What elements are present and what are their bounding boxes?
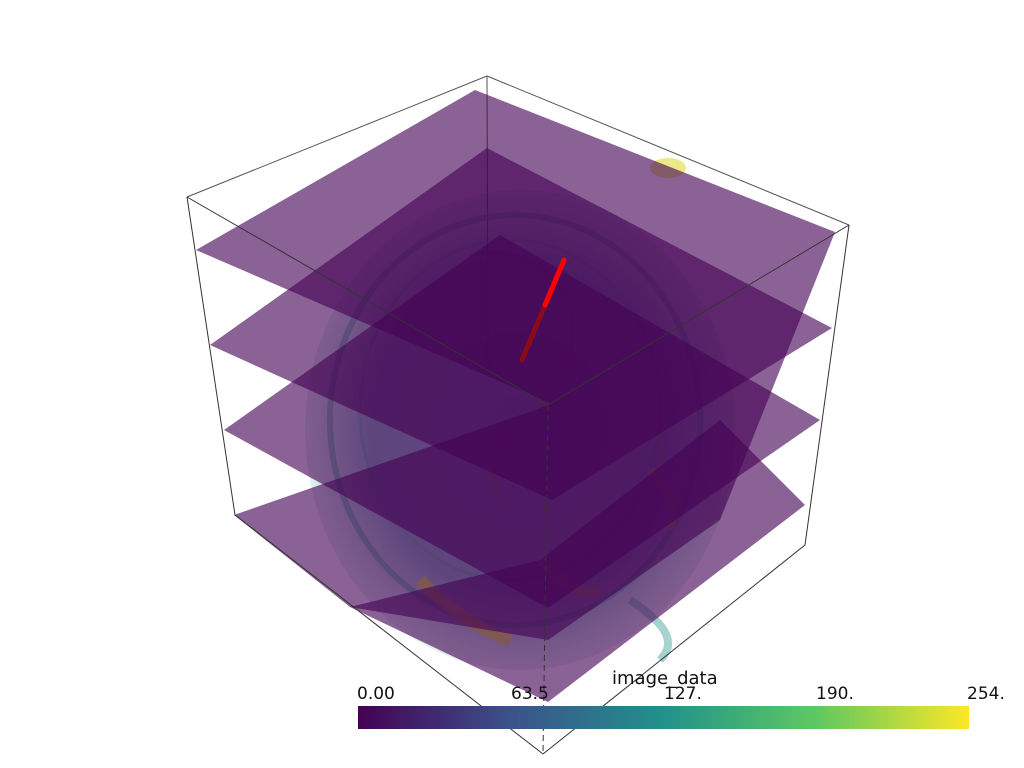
- scalar-bar-tick-4: 254.: [967, 684, 1005, 704]
- probe-line-tip: [542, 257, 567, 308]
- slice-planes: [196, 90, 835, 702]
- scalar-bar-tick-3: 190.: [816, 684, 854, 704]
- scalar-bar-tick-0: 0.00: [357, 684, 395, 704]
- scalar-bar-tick-1: 63.5: [511, 684, 549, 704]
- scalar-bar-gradient: [358, 706, 969, 729]
- scalar-bar-title: image_data: [612, 668, 718, 689]
- slice-plane-x: [350, 420, 805, 702]
- scalar-bar-tick-2: 127.: [664, 684, 702, 704]
